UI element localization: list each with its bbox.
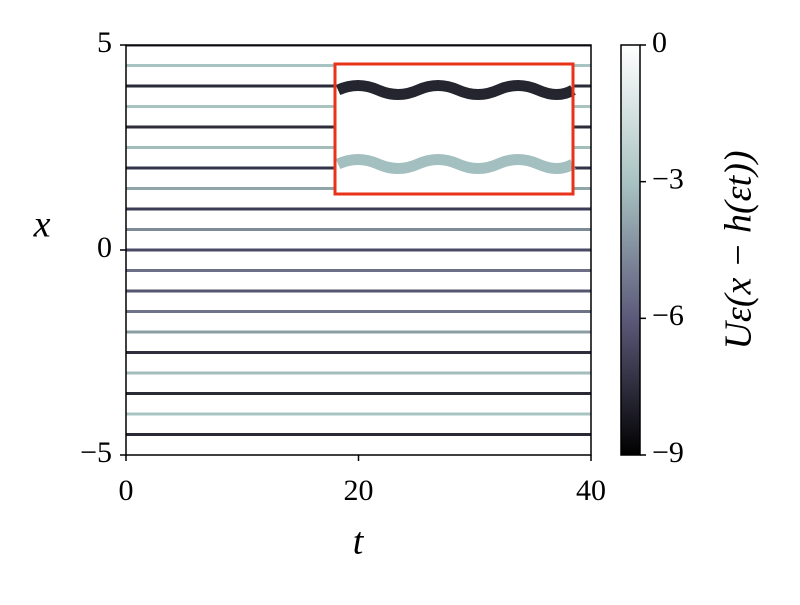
- x-tick-label: 20: [344, 474, 374, 507]
- colorbar: [620, 44, 641, 456]
- inset: [333, 62, 576, 196]
- x-axis-label: t: [353, 521, 365, 563]
- inset-light-wave: [335, 154, 576, 174]
- y-tick-label: 5: [97, 26, 112, 59]
- y-tick-label: 0: [97, 231, 112, 264]
- colorbar-tick-label: −9: [652, 436, 684, 469]
- colorbar-tick-label: 0: [652, 26, 667, 59]
- colorbar-tick-label: −6: [652, 299, 684, 332]
- x-tick-label: 0: [119, 474, 134, 507]
- contour-lines: [126, 45, 591, 436]
- inset-frame: [333, 62, 575, 196]
- colorbar-tick-label: −3: [652, 163, 684, 196]
- x-tick-label: 40: [576, 474, 606, 507]
- inset-dark-wave: [335, 80, 576, 100]
- colorbar-label: Uε(x − h(εt)): [718, 150, 760, 349]
- y-tick-label: −5: [80, 436, 112, 469]
- y-axis-label: x: [33, 204, 51, 246]
